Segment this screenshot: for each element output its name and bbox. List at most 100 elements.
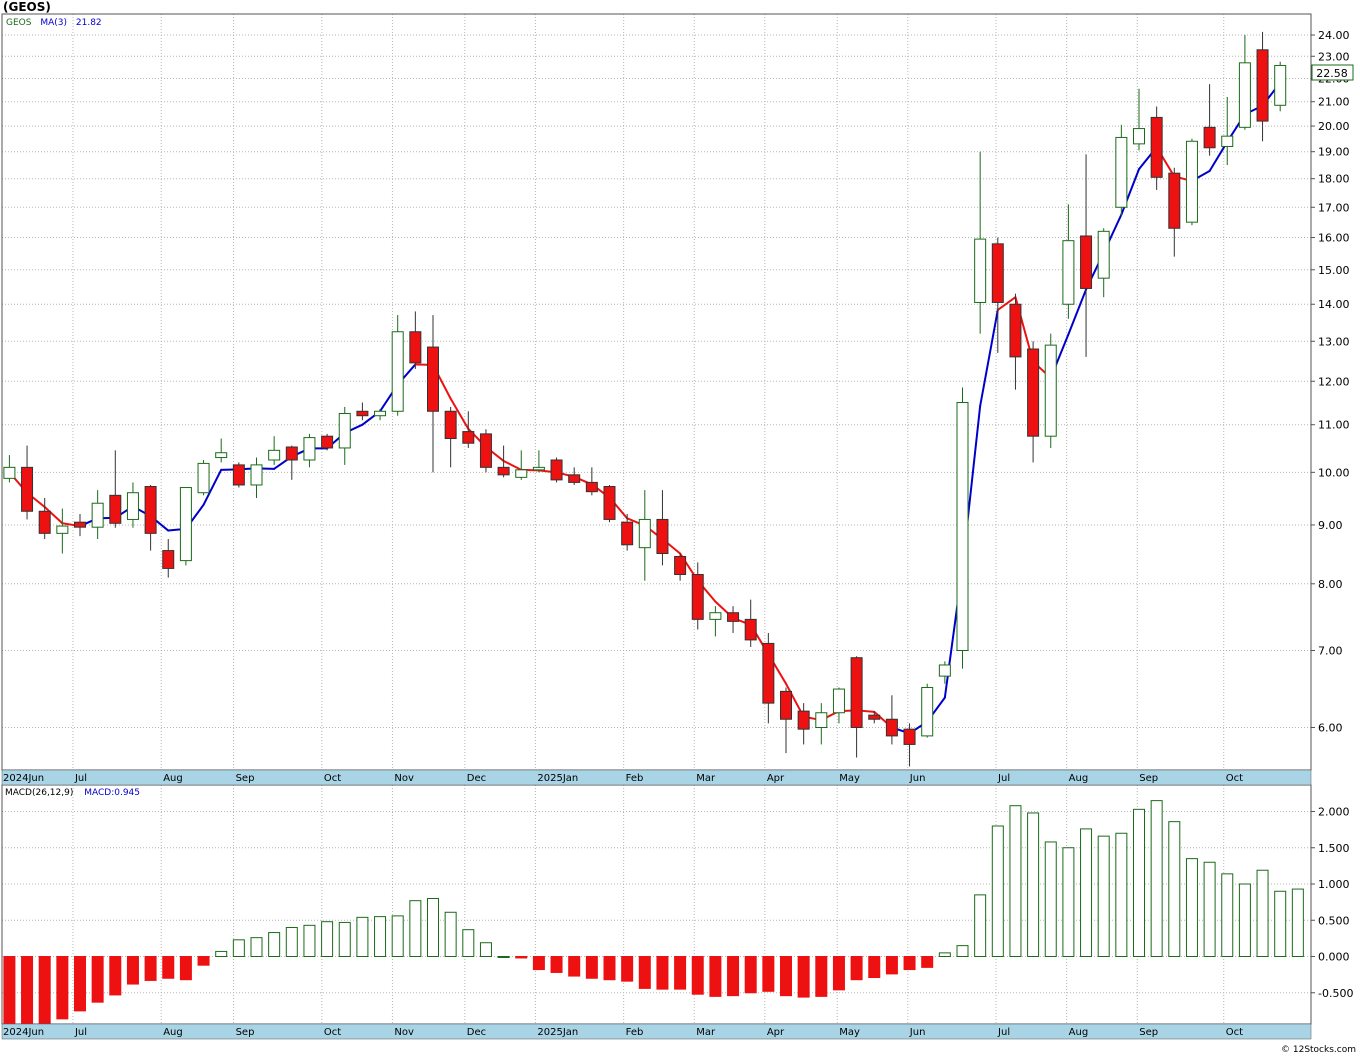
candle-down [656,490,669,566]
price-tick-label: 7.00 [1318,644,1343,657]
price-tick-label: 20.00 [1318,120,1350,133]
legend-ma-value: 21.82 [76,18,102,28]
candle-up [303,433,316,468]
candle-up [1221,96,1234,166]
candle-body [427,346,439,412]
month-label: Feb [626,773,644,784]
month-label: May [839,1027,860,1038]
month-label: Jul [997,1027,1010,1038]
macd-bar [74,956,86,1012]
candle-body [1256,49,1269,122]
candle-up [815,703,828,745]
candle-body [1150,116,1163,178]
month-label: Nov [394,1027,414,1038]
month-label: Jun [909,773,926,784]
macd-bar [144,956,157,981]
candle-body [868,714,881,720]
macd-bar [815,956,828,997]
macd-bar [515,956,528,959]
candle-down [1203,84,1216,156]
macd-bar [1203,861,1216,957]
month-label: Apr [767,1027,785,1038]
candle-body [815,712,828,728]
month-label: Jul [74,773,87,784]
macd-bar [444,911,457,958]
candle-down [109,450,122,528]
candle-down [21,445,34,520]
macd-bar [3,956,16,1026]
candle-up [179,487,192,566]
candle-up [268,436,281,465]
candle-body [497,466,510,476]
candle-body [1274,64,1287,106]
macd-bar [568,956,581,977]
price-tick-label: 8.00 [1318,578,1343,591]
macd-bar [1080,828,1093,958]
legend-ma-label: MA(3) [40,18,67,28]
candle-up [1044,333,1057,448]
candle-up [1062,204,1075,319]
candle-down [1256,31,1269,142]
candle-body [56,525,69,534]
candle-up [391,315,404,416]
macd-bar [1062,847,1075,957]
ma3-segment [449,397,470,430]
month-label: 2025Jan [537,1027,578,1038]
candle-body [215,452,228,459]
macd-bar [532,956,545,971]
macd-bar [126,956,139,985]
price-tick-label: 21.00 [1318,96,1350,109]
macd-bar [991,825,1004,957]
candle-down [585,467,598,496]
macd-bar [427,898,439,957]
candle-body [956,402,969,651]
candle-up [921,683,934,738]
candle-body [479,433,492,468]
macd-bar [374,916,387,957]
macd-bar [91,956,104,1003]
month-label: Nov [394,773,414,784]
candle-body [91,502,104,528]
candle-body [603,486,616,520]
candle-body [550,459,563,481]
month-label: 2025Jan [537,773,578,784]
macd-tick-label: 0.500 [1318,914,1350,927]
macd-bar [215,950,228,957]
macd-bar [709,956,722,997]
macd-bar [797,956,810,998]
month-label: Sep [236,773,255,784]
price-tick-label: 11.00 [1318,419,1350,432]
macd-bar [868,956,881,979]
candle-up [709,606,722,637]
candle-down [444,406,457,468]
candle-down [991,237,1004,353]
candle-down [762,632,775,724]
candle-body [1009,303,1022,358]
macd-bar [1044,841,1057,958]
candle-body [356,410,369,417]
candle-body [1097,230,1110,279]
candle-body [303,437,316,461]
candle-up [832,687,845,724]
macd-bar [1097,835,1110,958]
candle-body [391,331,404,412]
candle-down [232,462,245,488]
candle-body [444,410,457,440]
macd-bar [656,956,669,990]
month-label: Mar [696,773,716,784]
month-label: Feb [626,1027,644,1038]
chart-title: (GEOS) [3,0,51,14]
candle-down [321,433,334,451]
macd-bar [691,956,704,995]
price-tick-label: 10.00 [1318,466,1350,479]
macd-bar [550,956,563,973]
candle-body [1168,172,1181,229]
month-label: Jun [909,1027,926,1038]
price-tick-label: 13.00 [1318,335,1350,348]
candle-down [285,445,298,480]
candle-body [638,518,651,549]
month-label: Aug [1069,1027,1089,1038]
macd-bar [303,924,316,958]
candle-body [568,474,581,483]
